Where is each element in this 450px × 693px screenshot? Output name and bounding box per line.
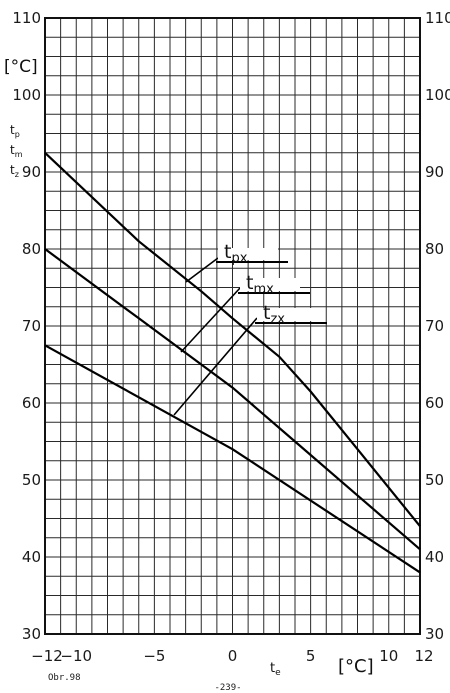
figure-caption: Obr.98 — [48, 673, 81, 683]
x-tick-label: 12 — [414, 647, 433, 665]
y-tick-label-right: 80 — [425, 240, 444, 258]
y-axis-label-line: tz — [10, 163, 19, 179]
grid — [44, 17, 421, 635]
series-label-leader — [173, 317, 258, 416]
series-line-tzx — [44, 344, 421, 574]
series-label-background — [257, 308, 317, 321]
series-line-tpx — [44, 151, 421, 527]
page-number: -239- — [214, 683, 241, 693]
series-label-background — [240, 278, 300, 291]
y-axis-label: tp tm tz — [10, 123, 23, 179]
y-tick-label-left: 70 — [22, 317, 41, 335]
x-tick-label: −5 — [143, 647, 165, 665]
x-unit-label: [°C] — [338, 656, 374, 677]
y-tick-label-left: 40 — [22, 548, 41, 566]
y-tick-label-right: 110 — [425, 9, 450, 27]
y-tick-label-left: 110 — [12, 9, 41, 27]
x-axis-label: te — [270, 661, 281, 678]
y-tick-label-right: 90 — [425, 163, 444, 181]
y-tick-label-right: 100 — [425, 86, 450, 104]
y-unit-label: [°C] — [4, 57, 38, 77]
y-axis-label-line: tm — [10, 143, 23, 159]
series-label-tpx: tpx — [224, 241, 248, 266]
y-tick-label-left: 80 — [22, 240, 41, 258]
y-tick-label-right: 70 — [425, 317, 444, 335]
y-tick-label-left: 30 — [22, 625, 41, 643]
plot-frame — [44, 17, 421, 635]
series-label-leader — [180, 287, 241, 353]
y-tick-label-right: 60 — [425, 394, 444, 412]
series-line-tmx — [44, 248, 421, 551]
x-tick-label: 5 — [306, 647, 316, 665]
series-label-leader — [185, 257, 219, 283]
y-axis-label-line: tp — [10, 123, 20, 139]
y-tick-label-left: 60 — [22, 394, 41, 412]
x-tick-label: −12 — [31, 647, 63, 665]
series-label-tzx: tzx — [263, 302, 285, 327]
x-tick-label: 0 — [228, 647, 238, 665]
y-tick-label-right: 40 — [425, 548, 444, 566]
y-tick-label-left: 90 — [22, 163, 41, 181]
series-label-tmx: tmx — [246, 272, 274, 297]
y-tick-label-left: 100 — [12, 86, 41, 104]
series-label-background — [218, 248, 278, 260]
y-tick-label-right: 50 — [425, 471, 444, 489]
y-tick-label-left: 50 — [22, 471, 41, 489]
x-tick-label: 10 — [379, 647, 398, 665]
y-tick-label-right: 30 — [425, 625, 444, 643]
x-tick-label: −10 — [60, 647, 92, 665]
